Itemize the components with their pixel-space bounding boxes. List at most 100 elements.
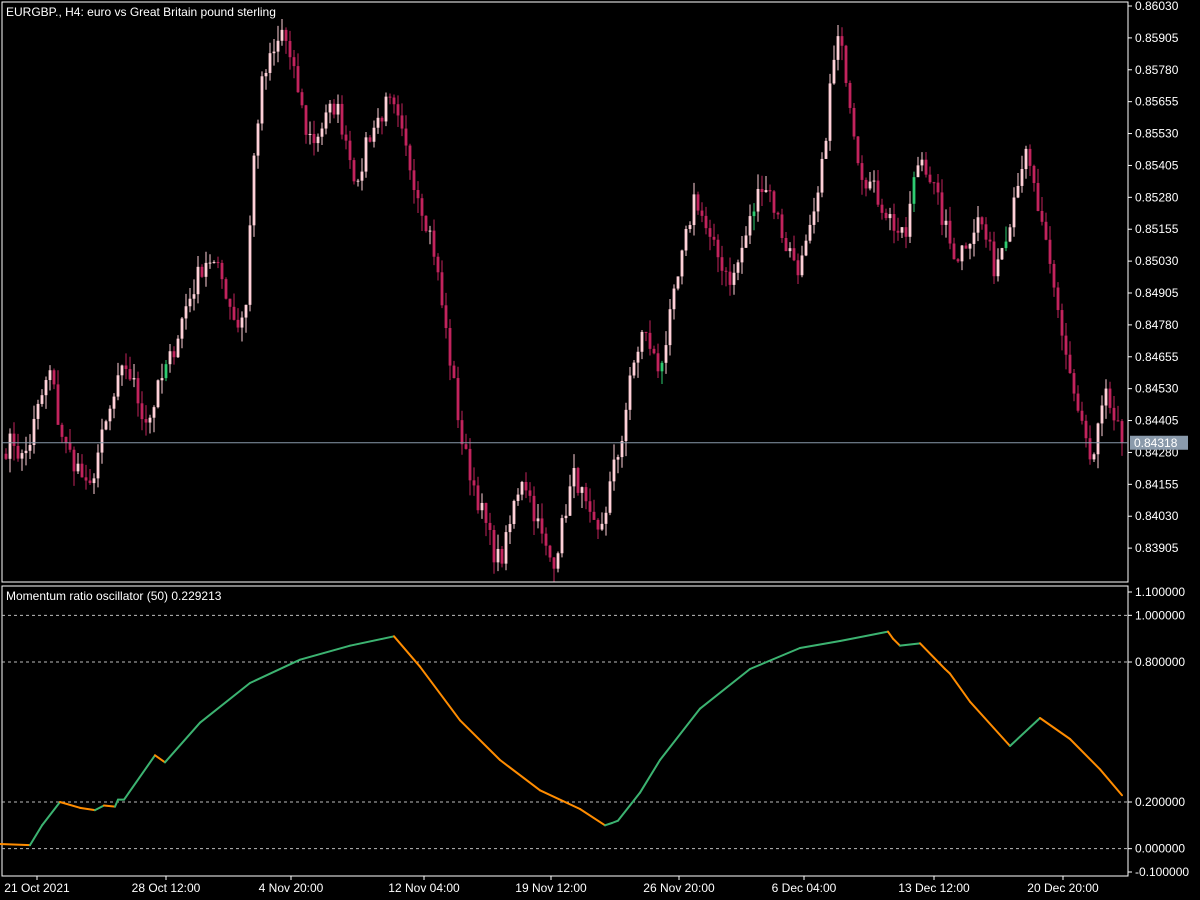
oscillator-segment [799,640,841,649]
price-tick-label: 0.85405 [1135,158,1179,172]
candle [968,243,972,260]
candle [996,248,1000,282]
price-tick-label: 0.85530 [1135,127,1179,141]
candle [892,203,896,244]
candle [452,360,456,379]
candle [1016,172,1020,199]
candle [332,99,336,119]
candle [100,418,104,464]
candle [144,405,148,436]
candle [1052,260,1056,297]
price-tick-label: 0.84905 [1135,286,1179,300]
candle [148,414,152,434]
candle [84,464,88,490]
candle [1104,379,1108,419]
candle [668,298,672,356]
oscillator-segment [944,668,951,675]
candle [224,277,228,300]
candle [536,503,540,529]
candle [64,436,68,454]
time-axis: 21 Oct 2021 28 Oct 12:00 4 Nov 20:00 12 Nov… [4,876,1099,895]
candle [648,320,652,356]
current-price-label: 0.84318 [1134,436,1178,450]
candle [1108,381,1112,414]
price-tick-label: 0.84405 [1135,414,1179,428]
oscillator-segment [749,647,801,670]
candle [832,45,836,85]
candle [348,130,352,169]
candle [732,264,736,295]
candle [896,217,900,241]
time-tick-label: 26 Nov 20:00 [643,881,715,895]
oscillator-title: Momentum ratio oscillator (50) 0.229213 [6,589,222,603]
candle [1120,419,1124,456]
oscillator-segment [41,801,61,827]
candle [960,245,964,271]
candle [32,405,36,454]
oscillator-segment [539,789,581,810]
candle [436,253,440,281]
candle [924,152,928,178]
candle [708,219,712,251]
candle [16,433,20,462]
candle [700,202,704,223]
candle [160,363,164,394]
candle [364,132,368,178]
time-tick-label: 13 Dec 12:00 [898,881,970,895]
osc-tick-label: 1.000000 [1135,608,1185,622]
candle [56,370,60,425]
candle [264,69,268,90]
candle [104,419,108,431]
candle [1020,155,1024,193]
candle [304,104,308,144]
candle [176,335,180,359]
candle [80,454,84,478]
candle [628,367,632,420]
time-tick-label: 12 Nov 04:00 [388,881,460,895]
candle [344,125,348,150]
candle [716,234,720,273]
candle [336,94,340,123]
candle [900,227,904,238]
candle [912,171,916,213]
candle [404,115,408,157]
candle [1068,341,1072,374]
candle [296,53,300,93]
candle [388,93,392,105]
oscillator-panel[interactable]: 1.100000 1.000000 0.800000 0.200000 0.000000… [0,585,1189,879]
candle [448,319,452,381]
candle [156,379,160,409]
price-tick-label: 0.83905 [1135,541,1179,555]
oscillator-segment [114,798,119,808]
candle [184,293,188,330]
candle [1080,401,1084,425]
price-tick-label: 0.86030 [1135,0,1179,13]
candle [804,234,808,257]
candle [108,405,112,431]
candle [852,102,856,140]
candle [656,343,660,378]
oscillator-segment [103,804,116,808]
candle [816,186,820,223]
candle [992,231,996,284]
candle [824,137,828,160]
time-tick-label: 20 Dec 20:00 [1027,881,1099,895]
candle [352,157,356,185]
candle [592,499,596,521]
candle [760,175,764,207]
candle [88,469,92,486]
candle [444,292,448,339]
candle [1024,145,1028,179]
candle [416,181,420,213]
oscillator-segment [604,822,613,827]
price-tick-label: 0.84030 [1135,509,1179,523]
candle [396,95,400,127]
candle [400,103,404,137]
candle [44,376,48,409]
candle [252,152,256,237]
candle [200,264,204,278]
price-panel[interactable]: 0.86030 0.85905 0.85780 0.85655 0.85530 0.854… [1,0,1188,583]
oscillator-segment [579,808,606,827]
oscillator-segment [899,642,921,647]
candle [428,225,432,245]
